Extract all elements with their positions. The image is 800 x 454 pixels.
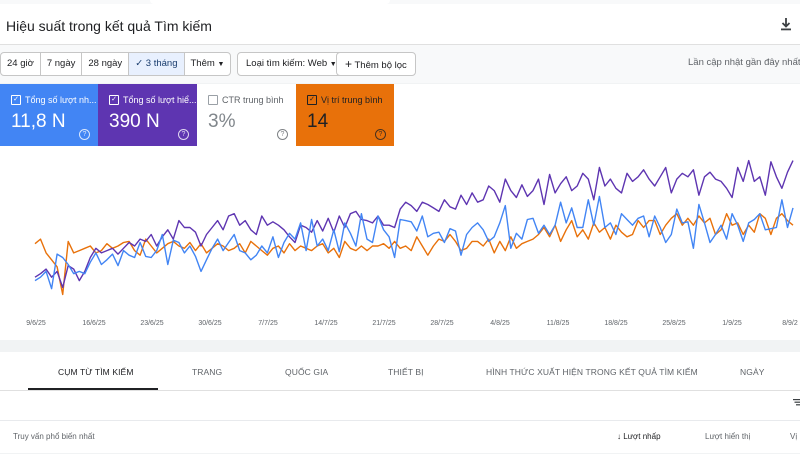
date-range-selector: 24 giờ 7 ngày 28 ngày ✓ 3 tháng Thêm ▼ bbox=[0, 52, 231, 76]
check-icon: ✓ bbox=[135, 58, 146, 69]
x-tick-label: 18/8/25 bbox=[604, 320, 627, 327]
checkbox-checked-icon[interactable]: ✓ bbox=[307, 95, 317, 105]
filter-bar: 24 giờ 7 ngày 28 ngày ✓ 3 tháng Thêm ▼ L… bbox=[0, 45, 800, 83]
date-range-more-label: Thêm bbox=[191, 58, 215, 69]
column-header-extra[interactable]: Vị bbox=[790, 432, 797, 441]
checkbox-checked-icon[interactable]: ✓ bbox=[11, 95, 21, 105]
search-type-label: Loại tìm kiếm: Web bbox=[246, 58, 327, 69]
page-title: Hiệu suất trong kết quả Tìm kiếm bbox=[6, 18, 212, 34]
x-tick-label: 30/6/25 bbox=[198, 320, 221, 327]
date-range-3m[interactable]: ✓ 3 tháng bbox=[129, 53, 184, 75]
add-filter-label: Thêm bộ lọc bbox=[354, 60, 406, 71]
performance-chart: 9/6/25 16/6/25 23/6/25 30/6/25 7/7/25 14/7/25… bbox=[0, 146, 800, 340]
help-icon[interactable]: ? bbox=[277, 129, 288, 140]
metric-card-impressions[interactable]: ✓Tổng số lượt hiể... 390 N ? bbox=[98, 84, 197, 146]
checkbox-unchecked-icon[interactable] bbox=[208, 95, 218, 105]
x-tick-label: 21/7/25 bbox=[372, 320, 395, 327]
x-tick-label: 28/7/25 bbox=[430, 320, 453, 327]
add-filter-button[interactable]: + Thêm bộ lọc bbox=[336, 52, 416, 76]
column-header-query[interactable]: Truy vấn phổ biến nhất bbox=[13, 432, 95, 441]
x-tick-label: 23/6/25 bbox=[140, 320, 163, 327]
date-range-28d[interactable]: 28 ngày bbox=[82, 53, 129, 75]
help-icon[interactable]: ? bbox=[178, 129, 189, 140]
x-tick-label: 1/9/25 bbox=[722, 320, 742, 327]
download-icon[interactable] bbox=[780, 17, 792, 31]
date-range-7d[interactable]: 7 ngày bbox=[41, 53, 83, 75]
page-header: Hiệu suất trong kết quả Tìm kiếm bbox=[0, 4, 800, 45]
search-type-dropdown[interactable]: Loại tìm kiếm: Web ▼ bbox=[237, 52, 346, 76]
x-tick-label: 8/9/2 bbox=[782, 320, 798, 327]
tab-dates[interactable]: NGÀY bbox=[740, 367, 765, 377]
x-tick-label: 4/8/25 bbox=[490, 320, 510, 327]
filter-icon[interactable] bbox=[793, 398, 800, 406]
tab-devices[interactable]: THIẾT BỊ bbox=[388, 367, 424, 377]
table-header-row: Truy vấn phổ biến nhất ↓ Lượt nhấp Lượt … bbox=[0, 420, 800, 454]
tab-countries[interactable]: QUỐC GIA bbox=[285, 367, 328, 377]
x-tick-label: 16/6/25 bbox=[82, 320, 105, 327]
x-tick-label: 7/7/25 bbox=[258, 320, 278, 327]
metric-label: Tổng số lượt hiể... bbox=[123, 95, 196, 105]
column-header-clicks-label: Lượt nhấp bbox=[623, 432, 660, 441]
dropdown-arrow-icon: ▼ bbox=[217, 61, 224, 68]
metric-card-ctr[interactable]: CTR trung bình 3% ? bbox=[197, 84, 296, 146]
sort-down-arrow-icon: ↓ bbox=[617, 432, 621, 441]
x-tick-label: 11/8/25 bbox=[547, 320, 570, 327]
help-icon[interactable]: ? bbox=[79, 129, 90, 140]
dimension-tabs: CỤM TỪ TÌM KIẾM TRANG QUỐC GIA THIẾT BỊ … bbox=[0, 352, 800, 391]
metric-cards: ✓Tổng số lượt nh... 11,8 N ? ✓Tổng số lư… bbox=[0, 84, 800, 146]
help-icon[interactable]: ? bbox=[375, 129, 386, 140]
metric-label: CTR trung bình bbox=[222, 95, 284, 105]
series-line-1 bbox=[35, 161, 793, 288]
active-tab-indicator bbox=[28, 388, 158, 390]
date-range-24h[interactable]: 24 giờ bbox=[1, 53, 41, 75]
x-tick-label: 25/8/25 bbox=[662, 320, 685, 327]
date-range-3m-label: 3 tháng bbox=[146, 58, 178, 69]
metric-card-clicks[interactable]: ✓Tổng số lượt nh... 11,8 N ? bbox=[0, 84, 98, 146]
x-tick-label: 9/6/25 bbox=[26, 320, 46, 327]
checkbox-checked-icon[interactable]: ✓ bbox=[109, 95, 119, 105]
tab-pages[interactable]: TRANG bbox=[192, 367, 222, 377]
metric-label: Vị trí trung bình bbox=[321, 95, 383, 105]
column-header-impressions[interactable]: Lượt hiển thị bbox=[705, 432, 750, 441]
date-range-more[interactable]: Thêm ▼ bbox=[185, 53, 231, 75]
tab-queries[interactable]: CỤM TỪ TÌM KIẾM bbox=[58, 367, 134, 377]
results-table: CỤM TỪ TÌM KIẾM TRANG QUỐC GIA THIẾT BỊ … bbox=[0, 352, 800, 453]
last-updated-text: Lần cập nhật gần đây nhất: 5 g bbox=[688, 57, 800, 68]
metric-card-position[interactable]: ✓Vị trí trung bình 14 ? bbox=[296, 84, 394, 146]
column-header-clicks[interactable]: ↓ Lượt nhấp bbox=[617, 432, 661, 441]
chart-canvas: 9/6/25 16/6/25 23/6/25 30/6/25 7/7/25 14/7/25… bbox=[0, 146, 800, 340]
tab-search-appearance[interactable]: HÌNH THỨC XUẤT HIỆN TRONG KẾT QUẢ TÌM KI… bbox=[486, 367, 698, 377]
metric-label: Tổng số lượt nh... bbox=[25, 95, 96, 105]
x-tick-label: 14/7/25 bbox=[314, 320, 337, 327]
plus-icon: + bbox=[345, 57, 352, 71]
